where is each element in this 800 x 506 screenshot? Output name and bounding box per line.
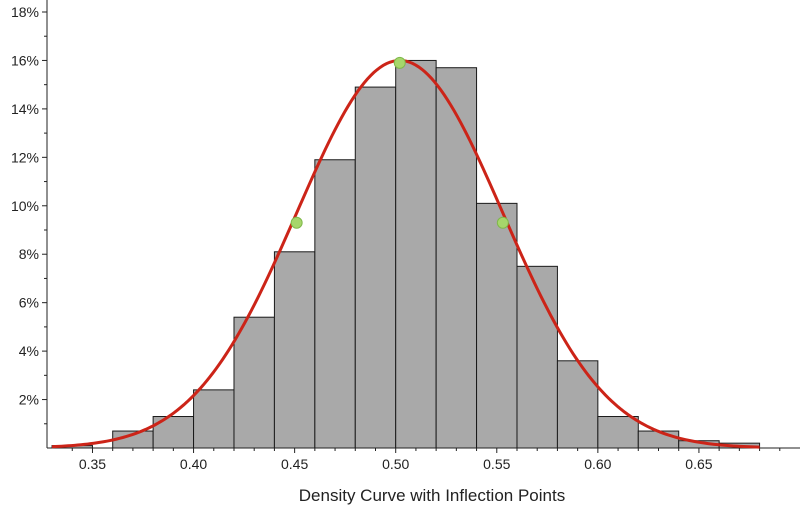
histogram-bar-3: [193, 389, 235, 449]
histogram-bar-6: [314, 159, 356, 449]
x-tick-label-3: 0.50: [382, 456, 409, 472]
histogram-bar-5: [273, 251, 316, 449]
points-group: [290, 56, 509, 229]
histogram-bar-8: [395, 59, 437, 449]
y-tick-label-4: 10%: [11, 198, 39, 214]
y-tick-label-0: 2%: [19, 392, 39, 408]
x-tick-label-2: 0.45: [281, 456, 308, 472]
density-curve: [51, 58, 760, 449]
histogram-bar-14: [637, 430, 680, 449]
curve-point-2: [496, 216, 509, 229]
axes-group: 2% 4% 6% 8% 10% 12% 14% 16% 18% 0.35 0.40 0.45 0.50 0…: [11, 0, 800, 472]
x-tick-label-0: 0.35: [79, 456, 106, 472]
curve-group: [51, 58, 760, 449]
x-tick-label-4: 0.55: [483, 456, 510, 472]
curve-point-1: [393, 56, 406, 69]
bars-group: [51, 59, 761, 449]
x-tick-label-6: 0.65: [685, 456, 712, 472]
y-tick-label-5: 12%: [11, 149, 39, 165]
y-tick-label-2: 6%: [19, 295, 39, 311]
y-tick-label-1: 4%: [19, 343, 39, 359]
histogram-bar-12: [556, 360, 599, 449]
histogram-bar-11: [516, 265, 558, 449]
curve-point-0: [290, 216, 303, 229]
histogram-bar-13: [597, 416, 639, 449]
histogram-bar-10: [476, 202, 518, 449]
histogram-bar-4: [233, 316, 275, 449]
x-tick-label-5: 0.60: [584, 456, 611, 472]
y-tick-label-6: 14%: [11, 101, 39, 117]
x-axis-label: Density Curve with Inflection Points: [299, 486, 565, 505]
x-tick-label-1: 0.40: [180, 456, 207, 472]
y-tick-label-7: 16%: [11, 52, 39, 68]
y-tick-label-3: 8%: [19, 246, 39, 262]
histogram-bar-9: [435, 67, 478, 449]
y-tick-label-8: 18%: [11, 4, 39, 20]
histogram-bar-7: [354, 86, 397, 449]
